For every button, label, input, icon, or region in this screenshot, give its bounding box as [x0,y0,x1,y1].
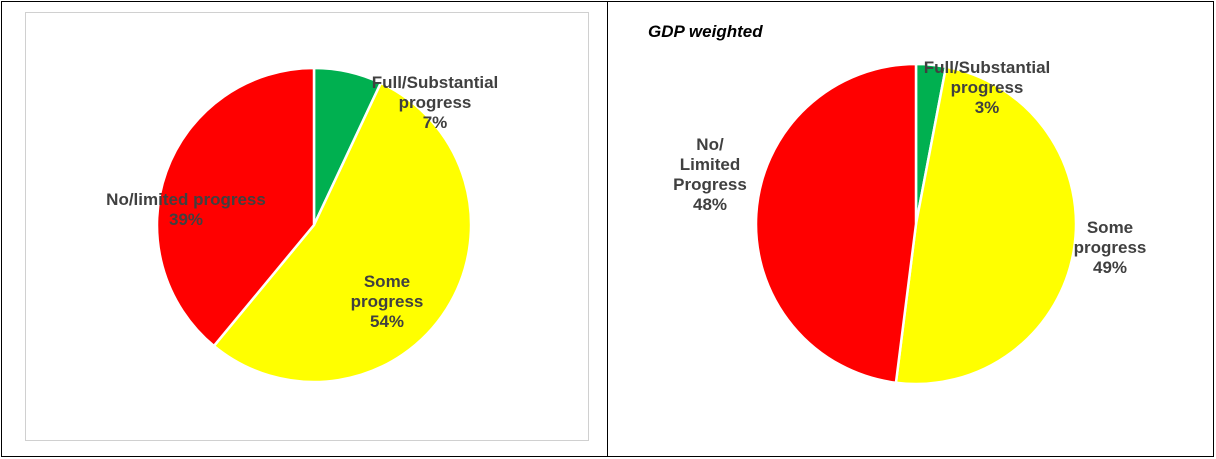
value-label: 39% [168,210,204,229]
value-label: 48% [692,195,728,214]
chart-area-border [25,12,589,441]
category-label: Full/Substantial progress [923,58,1051,97]
pie-slice [212,81,473,384]
category-label: No/ Limited Progress [673,135,747,194]
slice-label: No/limited progress 39% [86,190,286,230]
slice-label: No/ Limited Progress 48% [665,135,755,215]
category-label: Full/Substantial progress [371,73,499,112]
chart-title: GDP weighted [648,22,763,41]
pie-slice [754,62,918,385]
value-label: 7% [422,113,448,132]
pie-slice [155,66,316,348]
slice-label: Full/Substantial progress 3% [912,58,1062,118]
slice-label: Full/Substantial progress 7% [360,73,510,133]
pie-slice [894,65,1078,386]
slice-label: Some progress 49% [1060,218,1160,278]
slice-label: Some progress 54% [332,272,442,332]
value-label: 3% [974,98,1000,117]
category-label: No/limited progress [106,190,266,209]
value-label: 49% [1092,258,1128,277]
category-label: Some progress [350,272,424,311]
value-label: 54% [369,312,405,331]
category-label: Some progress [1073,218,1147,257]
